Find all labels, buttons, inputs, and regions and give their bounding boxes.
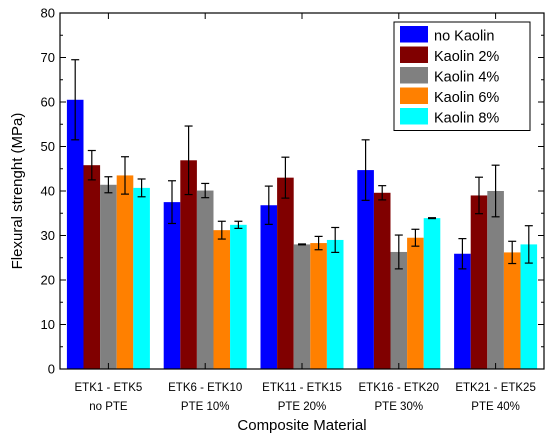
x-tick-sublabel: PTE 10%: [181, 401, 230, 413]
legend: no Kaolin Kaolin 2% Kaolin 4% Kaolin 6% Kaol…: [393, 21, 531, 131]
bar: [293, 244, 311, 369]
bar: [230, 224, 247, 369]
bar: [470, 195, 488, 369]
x-tick-label: ETK21 - ETK25: [455, 382, 536, 394]
bar: [260, 205, 278, 369]
legend-label: Kaolin 8%: [434, 111, 499, 127]
legend-swatch: [400, 46, 428, 63]
bar: [326, 239, 344, 369]
error-bars-layer: [71, 59, 533, 270]
bar: [407, 237, 424, 369]
bar: [213, 230, 231, 369]
x-tick-sublabel: PTE 20%: [278, 401, 327, 413]
bar: [520, 244, 538, 369]
bar: [133, 187, 150, 369]
bar: [196, 190, 214, 369]
y-tick-label: 0: [48, 362, 55, 377]
legend-swatch: [400, 108, 428, 125]
y-tick-label: 70: [41, 50, 55, 65]
bar: [66, 99, 84, 370]
bar: [116, 175, 134, 369]
bar: [100, 184, 117, 369]
x-tick-label: ETK6 - ETK10: [168, 382, 242, 394]
y-tick-label: 50: [41, 139, 55, 154]
x-tick-label: ETK16 - ETK20: [359, 382, 440, 394]
bar: [357, 170, 374, 369]
y-tick-label: 40: [41, 184, 55, 199]
x-tick-sublabel: no PTE: [89, 401, 128, 413]
legend-swatch: [400, 87, 428, 104]
legend-swatch: [400, 26, 428, 43]
x-tick-label: ETK1 - ETK5: [75, 382, 143, 394]
bar: [390, 251, 408, 369]
bar: [163, 202, 181, 369]
bar: [83, 165, 101, 369]
legend-label: Kaolin 4%: [434, 70, 499, 86]
y-tick-label: 20: [41, 273, 55, 288]
x-tick-sublabel: PTE 40%: [471, 401, 520, 413]
bar: [503, 252, 521, 369]
y-tick-label: 80: [41, 6, 55, 21]
bar: [487, 191, 504, 369]
bar: [310, 243, 327, 369]
bars-layer: [66, 99, 538, 370]
x-tick-label: ETK11 - ETK15: [262, 382, 342, 394]
y-axis-title: Flexural strenght (MPa): [9, 113, 26, 270]
y-tick-label: 30: [41, 228, 55, 243]
axes-layer: 0 10 20 30 40 50 60 70 80 ETK1 - ETK5 no PTE ETK6 -…: [41, 6, 544, 413]
x-tick-sublabel: PTE 30%: [375, 401, 424, 413]
y-tick-label: 10: [41, 317, 55, 332]
y-tick-label: 60: [41, 95, 55, 110]
legend-label: no Kaolin: [434, 29, 494, 45]
legend-label: Kaolin 2%: [434, 49, 499, 65]
x-axis-title: Composite Material: [237, 417, 366, 434]
bar: [180, 160, 197, 369]
bar: [277, 177, 294, 369]
legend-label: Kaolin 6%: [434, 90, 499, 106]
bar: [423, 218, 441, 369]
legend-swatch: [400, 67, 428, 84]
bar: [373, 192, 391, 369]
bar: [454, 253, 471, 369]
